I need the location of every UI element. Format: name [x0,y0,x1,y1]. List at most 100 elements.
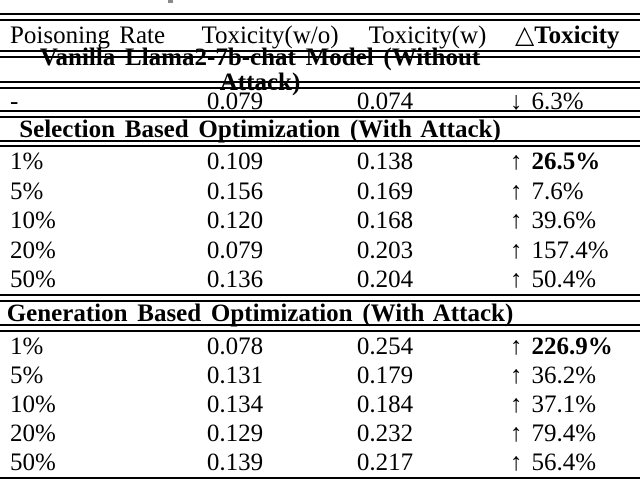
table-row: 5% 0.131 0.179 ↑ 36.2% [0,361,640,390]
cell-toxicity-without: 0.156 [206,177,264,205]
table-row: 1% 0.109 0.138 ↑ 26.5% [0,147,640,176]
delta-value: 50.4% [531,266,597,293]
delta-value: 226.9% [531,333,613,360]
table-row: 50% 0.139 0.217 ↑ 56.4% [0,448,640,477]
cell-poisoning-rate: 5% [10,177,44,205]
arrow-up-icon: ↑ [510,177,523,205]
arrow-up-icon: ↑ [510,236,523,264]
table-row: 10% 0.120 0.168 ↑ 39.6% [0,206,640,235]
header-poisoning-rate: Poisoning Rate [10,22,166,49]
cell-toxicity-without: 0.136 [206,266,264,293]
cell-toxicity-without: 0.139 [206,449,264,476]
cell-toxicity-with: 0.254 [356,333,414,360]
cell-delta-toxicity: ↑ 79.4% [485,421,640,446]
bottom-rule [0,477,640,479]
cell-toxicity-with: 0.169 [356,177,414,205]
delta-value: 56.4% [531,449,597,476]
cell-delta-toxicity: ↑ 56.4% [485,450,640,475]
arrow-up-icon: ↑ [510,207,523,234]
arrow-down-icon: ↓ [510,88,523,115]
cell-poisoning-rate: - [10,88,19,115]
cell-poisoning-rate: 1% [10,333,44,360]
cell-toxicity-with: 0.204 [356,266,414,293]
arrow-up-icon: ↑ [510,266,523,293]
table-row: 20% 0.079 0.203 ↑ 157.4% [0,235,640,265]
top-margin [0,0,640,13]
cell-delta-toxicity: ↓ 6.3% [485,89,640,114]
section-rule [0,110,640,112]
cell-toxicity-without: 0.131 [206,362,264,389]
section-rule [0,300,640,302]
cell-poisoning-rate: 50% [10,449,56,476]
section-rule [0,324,640,326]
cell-toxicity-with: 0.138 [356,148,414,175]
cell-toxicity-without: 0.078 [206,333,264,360]
delta-value: 7.6% [531,177,584,205]
section-rule [0,87,640,89]
delta-value: 6.3% [531,88,584,115]
cell-toxicity-without: 0.079 [206,88,264,115]
table-row: 10% 0.134 0.184 ↑ 37.1% [0,390,640,419]
cell-poisoning-rate: 20% [10,420,56,447]
top-rule-outer [0,13,640,15]
section-title-vanilla: Vanilla Llama2-7b-chat Model (Without At… [39,43,481,96]
table-row: 5% 0.156 0.169 ↑ 7.6% [0,176,640,206]
section-rule [0,81,640,83]
header-toxicity-with: Toxicity(w) [368,22,487,49]
table-row: 1% 0.078 0.254 ↑ 226.9% [0,332,640,361]
table-row: 20% 0.129 0.232 ↑ 79.4% [0,419,640,448]
cell-delta-toxicity: ↑ 50.4% [485,267,640,292]
arrow-up-icon: ↑ [510,362,523,389]
delta-value: 79.4% [531,420,597,447]
section-title-selection: Selection Based Optimization (With Attac… [19,115,501,143]
table-header-row: Poisoning Rate Toxicity(w/o) Toxicity(w)… [0,21,640,50]
arrow-up-icon: ↑ [510,449,523,476]
header-rule-inner [0,56,640,58]
table-row: 50% 0.136 0.204 ↑ 50.4% [0,265,640,294]
cell-delta-toxicity: ↑ 36.2% [485,363,640,388]
cell-poisoning-rate: 50% [10,266,56,293]
section-title-generation: Generation Based Optimization (With Atta… [6,299,514,327]
section-rule [0,294,640,296]
header-delta-toxicity: △Toxicity [500,23,640,48]
cell-toxicity-with: 0.168 [356,207,414,234]
header-rule-outer [0,50,640,52]
cropped-caption-artifact [168,0,173,3]
cell-delta-toxicity: ↑ 37.1% [485,392,640,417]
cell-delta-toxicity: ↑ 226.9% [485,334,640,359]
cell-toxicity-with: 0.217 [356,449,414,476]
cell-poisoning-rate: 1% [10,148,44,175]
top-rule-inner [0,19,640,21]
arrow-up-icon: ↑ [510,148,523,175]
section-rule [0,140,640,142]
arrow-up-icon: ↑ [510,420,523,447]
section-rule [0,145,640,147]
table-row: - 0.079 0.074 ↓ 6.3% [0,89,640,114]
section-rule [0,330,640,332]
cell-delta-toxicity: ↑ 39.6% [485,208,640,233]
arrow-up-icon: ↑ [510,391,523,418]
delta-value: 37.1% [531,391,597,418]
cell-toxicity-with: 0.074 [356,88,414,115]
cell-poisoning-rate: 10% [10,207,56,234]
cell-delta-toxicity: ↑ 157.4% [485,238,640,263]
arrow-up-icon: ↑ [510,333,523,360]
cell-delta-toxicity: ↑ 26.5% [485,149,640,174]
cell-toxicity-without: 0.079 [206,236,264,264]
cell-toxicity-with: 0.232 [356,420,414,447]
cell-toxicity-without: 0.109 [206,148,264,175]
triangle-delta-icon: △ [515,22,535,49]
cell-toxicity-without: 0.134 [206,391,264,418]
cell-toxicity-with: 0.179 [356,362,414,389]
delta-value: 157.4% [531,236,609,264]
cell-delta-toxicity: ↑ 7.6% [485,179,640,204]
delta-value: 26.5% [531,148,601,175]
delta-value: 39.6% [531,207,597,234]
cell-toxicity-with: 0.203 [356,236,414,264]
header-delta-label: Toxicity [534,22,620,49]
cell-toxicity-with: 0.184 [356,391,414,418]
cell-poisoning-rate: 10% [10,391,56,418]
cell-poisoning-rate: 5% [10,362,44,389]
cell-toxicity-without: 0.120 [206,207,264,234]
